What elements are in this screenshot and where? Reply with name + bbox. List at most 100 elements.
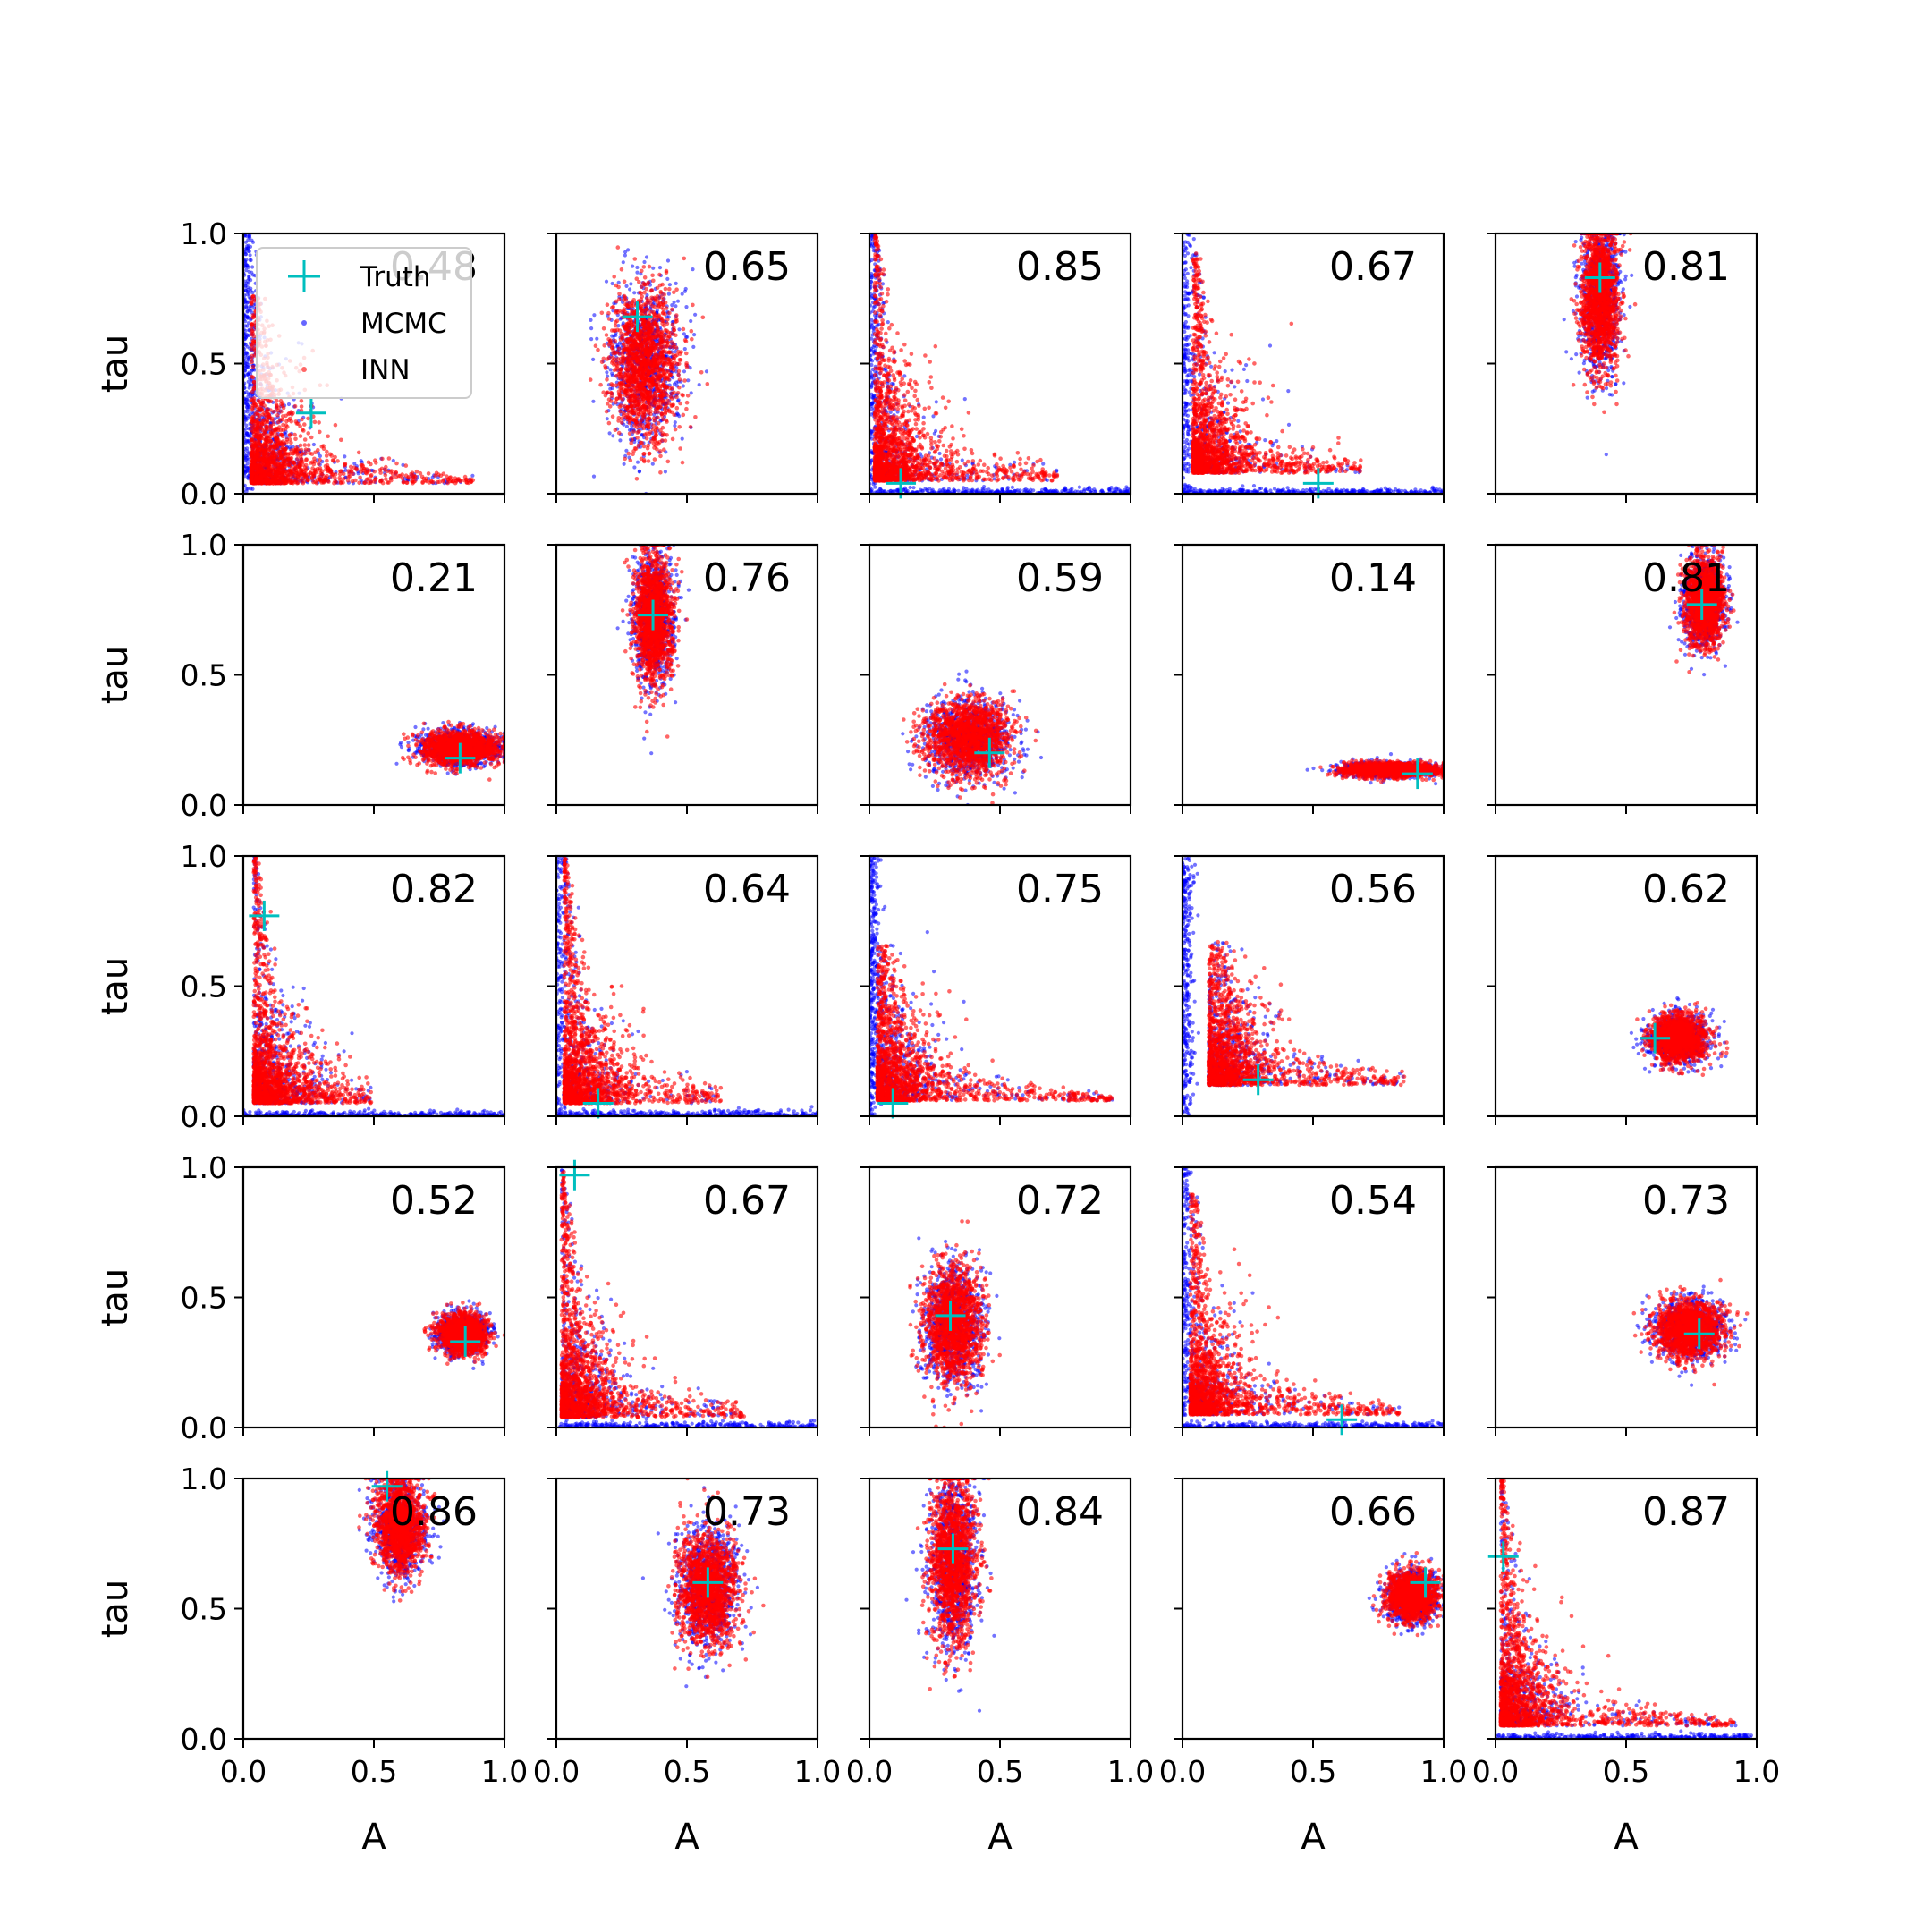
mcmc-point bbox=[312, 443, 316, 446]
inn-point bbox=[691, 303, 695, 308]
inn-point bbox=[682, 413, 686, 418]
mcmc-point bbox=[589, 337, 593, 341]
inn-point bbox=[286, 456, 291, 461]
inn-point bbox=[674, 428, 678, 432]
inn-point bbox=[306, 431, 310, 436]
inn-point bbox=[635, 276, 640, 281]
mcmc-point bbox=[629, 282, 632, 285]
inn-point bbox=[649, 289, 654, 293]
inn-point bbox=[648, 452, 652, 456]
inn-point bbox=[684, 352, 689, 356]
inn-point bbox=[661, 369, 665, 373]
inn-point bbox=[656, 377, 660, 382]
inn-point bbox=[465, 480, 470, 485]
inn-point bbox=[299, 434, 303, 438]
inn-point bbox=[334, 423, 338, 428]
inn-point bbox=[314, 470, 318, 475]
inn-point bbox=[656, 301, 660, 305]
inn-point bbox=[456, 478, 461, 482]
inn-point bbox=[675, 406, 680, 411]
inn-point bbox=[275, 413, 280, 418]
inn-point bbox=[281, 470, 285, 475]
inn-point bbox=[269, 424, 274, 428]
inn-point bbox=[609, 391, 614, 395]
mcmc-point bbox=[626, 248, 630, 251]
inn-point bbox=[654, 360, 658, 365]
mcmc-point bbox=[638, 470, 641, 473]
inn-point bbox=[676, 373, 681, 377]
inn-point bbox=[254, 435, 258, 439]
inn-point bbox=[669, 365, 674, 369]
inn-point bbox=[301, 481, 306, 486]
inn-point bbox=[631, 325, 635, 329]
mcmc-point bbox=[246, 476, 250, 479]
inn-point bbox=[596, 348, 600, 352]
inn-point bbox=[632, 332, 637, 336]
inn-point bbox=[310, 466, 315, 470]
inn-point bbox=[250, 438, 255, 443]
mcmc-point bbox=[246, 462, 250, 465]
inn-point bbox=[250, 406, 255, 411]
inn-point bbox=[326, 435, 330, 439]
mcmc-point bbox=[668, 283, 672, 286]
mcmc-point bbox=[636, 461, 640, 464]
inn-point bbox=[315, 481, 319, 486]
inn-point bbox=[334, 480, 338, 485]
inn-point bbox=[664, 402, 668, 406]
inn-point bbox=[648, 326, 653, 331]
inn-point bbox=[250, 357, 254, 361]
inn-point bbox=[617, 431, 622, 436]
inn-point bbox=[365, 478, 369, 482]
inn-point bbox=[284, 448, 288, 453]
inn-point bbox=[657, 440, 662, 445]
inn-point bbox=[658, 335, 663, 339]
inn-point bbox=[374, 461, 378, 465]
inn-point bbox=[665, 419, 669, 424]
inn-point bbox=[275, 454, 279, 459]
inn-point bbox=[610, 306, 614, 310]
inn-point bbox=[617, 372, 622, 377]
inn-point bbox=[639, 305, 643, 309]
inn-point bbox=[337, 476, 342, 480]
inn-point bbox=[618, 376, 623, 380]
inn-point bbox=[623, 457, 627, 462]
mcmc-point bbox=[250, 258, 253, 262]
mcmc-point bbox=[665, 277, 669, 281]
inn-point bbox=[646, 444, 650, 448]
inn-point bbox=[264, 435, 268, 439]
inn-point bbox=[617, 390, 622, 394]
inn-point bbox=[289, 441, 293, 445]
inn-point bbox=[275, 402, 279, 407]
inn-point bbox=[636, 377, 640, 382]
inn-point bbox=[284, 479, 289, 483]
inn-point bbox=[620, 420, 624, 425]
inn-point bbox=[281, 423, 285, 428]
inn-point bbox=[674, 395, 679, 400]
inn-point bbox=[256, 412, 260, 417]
inn-point bbox=[265, 446, 269, 451]
inn-point bbox=[394, 462, 399, 466]
inn-point bbox=[369, 462, 373, 467]
inn-point bbox=[658, 284, 663, 288]
inn-point bbox=[631, 298, 636, 302]
mcmc-point bbox=[245, 390, 249, 394]
inn-point bbox=[625, 333, 630, 337]
inn-point bbox=[250, 316, 255, 320]
inn-point bbox=[402, 480, 406, 485]
inn-point bbox=[280, 433, 284, 437]
mcmc-point bbox=[595, 337, 598, 341]
inn-point bbox=[318, 458, 322, 462]
panel-2: 0.65 bbox=[547, 233, 818, 503]
inn-point bbox=[689, 425, 693, 429]
inn-point bbox=[342, 477, 346, 481]
inn-point bbox=[281, 401, 285, 405]
mcmc-point bbox=[352, 462, 356, 465]
inn-point bbox=[275, 409, 280, 413]
inn-point bbox=[615, 327, 620, 332]
inn-point bbox=[319, 478, 324, 482]
mcmc-point bbox=[676, 300, 680, 303]
inn-point bbox=[672, 328, 676, 333]
inn-point bbox=[637, 429, 641, 434]
inn-point bbox=[640, 284, 644, 289]
